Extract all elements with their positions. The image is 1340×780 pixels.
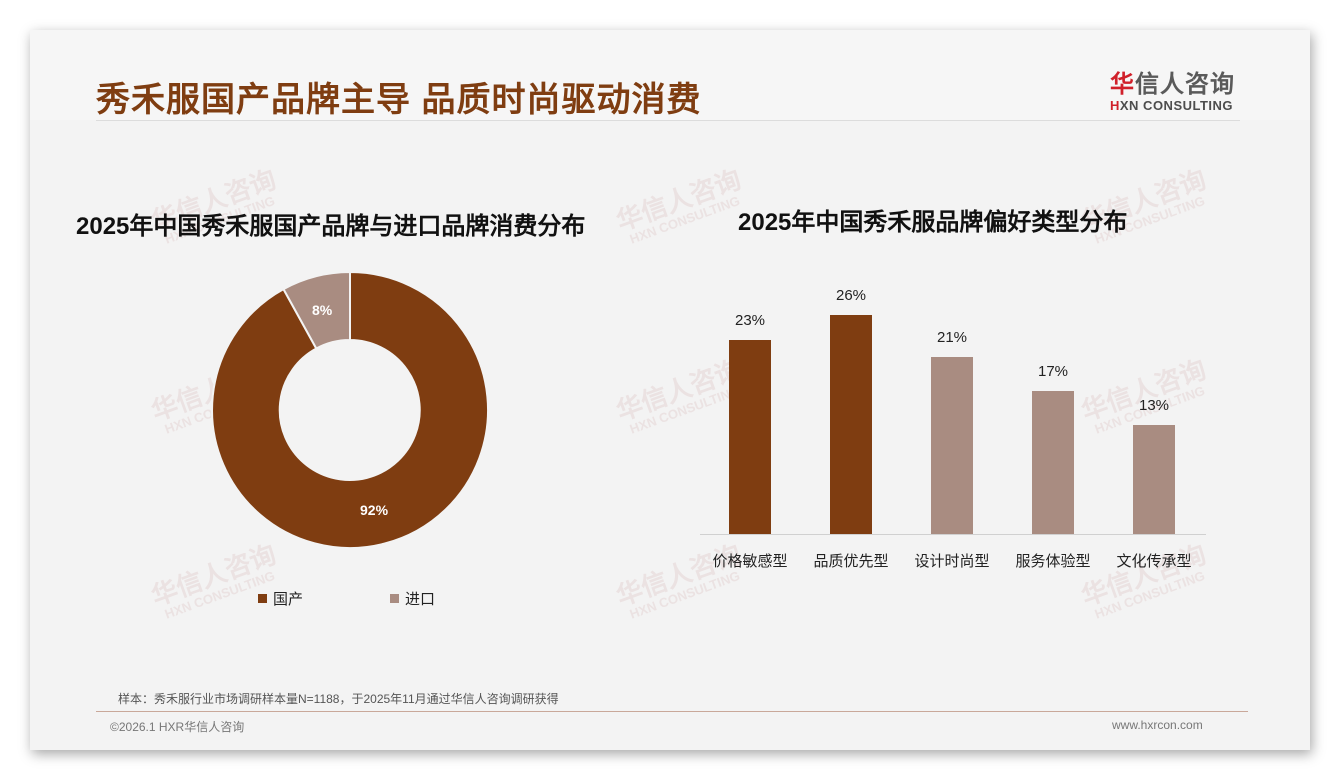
bar — [931, 357, 973, 534]
title-divider — [96, 120, 1240, 121]
donut-chart-title: 2025年中国秀禾服国产品牌与进口品牌消费分布 — [76, 213, 586, 240]
logo-cn-text: 信人咨询 — [1135, 71, 1235, 98]
bar-category: 服务体验型 — [1015, 553, 1091, 570]
bar-category: 品质优先型 — [813, 553, 889, 570]
bar-category: 价格敏感型 — [712, 553, 788, 570]
header-band — [30, 30, 1310, 120]
bar-value: 26% — [835, 287, 867, 304]
copyright: ©2026.1 HXR华信人咨询 — [110, 720, 245, 734]
donut-chart: 8% 92% — [210, 270, 490, 550]
x-axis-line — [700, 534, 1206, 535]
bar — [1032, 391, 1074, 534]
bar-category: 文化传承型 — [1116, 553, 1192, 570]
bar-category: 设计时尚型 — [914, 553, 990, 570]
legend-item-import: 进口 — [390, 588, 435, 609]
bar-value: 17% — [1037, 363, 1069, 380]
donut-slice-import — [282, 270, 351, 350]
donut-label-import: 8% — [312, 302, 333, 318]
page-title: 秀禾服国产品牌主导 品质时尚驱动消费 — [96, 81, 702, 119]
logo-en-prefix: H — [1110, 98, 1120, 113]
bar-value: 23% — [734, 312, 766, 329]
bar-value: 13% — [1138, 397, 1170, 414]
sample-note: 样本：秀禾服行业市场调研样本量N=1188，于2025年11月通过华信人咨询调研… — [118, 692, 559, 706]
bar-value: 21% — [936, 329, 968, 346]
footer-divider — [96, 711, 1248, 712]
company-logo: 华信人咨询 HXN CONSULTING — [1110, 64, 1242, 113]
legend-item-domestic: 国产 — [258, 588, 303, 609]
website-link[interactable]: www.hxrcon.com — [1112, 718, 1203, 732]
donut-svg — [211, 270, 490, 549]
slide: 秀禾服国产品牌主导 品质时尚驱动消费 华信人咨询 HXN CONSULTING … — [30, 30, 1310, 750]
logo-en-text: XN CONSULTING — [1119, 98, 1234, 113]
legend-swatch — [258, 594, 267, 603]
bar — [1133, 425, 1175, 534]
legend-swatch — [390, 594, 399, 603]
bar-chart: 23% 价格敏感型 26% 品质优先型 21% 设计时尚型 17% 服务体验型 … — [700, 270, 1206, 570]
bar — [830, 315, 872, 534]
bar-chart-title: 2025年中国秀禾服品牌偏好类型分布 — [738, 209, 1128, 236]
bar — [729, 340, 771, 534]
donut-label-domestic: 92% — [360, 502, 389, 518]
logo-cn-prefix: 华 — [1110, 71, 1135, 98]
donut-slice-domestic — [211, 270, 490, 549]
